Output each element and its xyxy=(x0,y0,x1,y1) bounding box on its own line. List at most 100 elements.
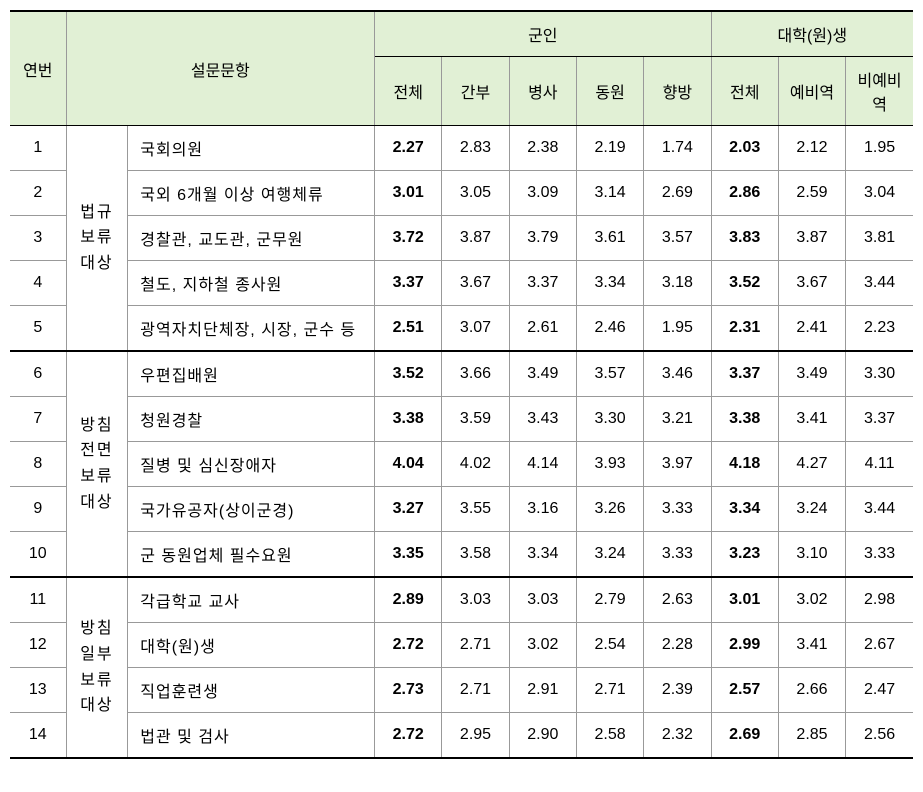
value-cell: 2.19 xyxy=(576,126,643,171)
value-cell: 2.72 xyxy=(375,713,442,759)
value-cell: 2.32 xyxy=(644,713,711,759)
value-cell: 3.37 xyxy=(375,261,442,306)
value-cell: 3.04 xyxy=(846,171,913,216)
row-number: 2 xyxy=(10,171,66,216)
value-cell: 3.30 xyxy=(576,397,643,442)
value-cell: 2.51 xyxy=(375,306,442,352)
value-cell: 3.33 xyxy=(644,487,711,532)
value-cell: 3.23 xyxy=(711,532,778,578)
value-cell: 4.11 xyxy=(846,442,913,487)
value-cell: 3.79 xyxy=(509,216,576,261)
survey-item: 군 동원업체 필수요원 xyxy=(128,532,375,578)
value-cell: 3.93 xyxy=(576,442,643,487)
value-cell: 3.35 xyxy=(375,532,442,578)
value-cell: 3.07 xyxy=(442,306,509,352)
survey-item: 국가유공자(상이군경) xyxy=(128,487,375,532)
value-cell: 3.46 xyxy=(644,351,711,397)
value-cell: 2.28 xyxy=(644,623,711,668)
category-label: 방침 전면 보류 대상 xyxy=(66,351,128,577)
value-cell: 3.83 xyxy=(711,216,778,261)
value-cell: 2.59 xyxy=(778,171,845,216)
value-cell: 3.72 xyxy=(375,216,442,261)
value-cell: 3.49 xyxy=(509,351,576,397)
table-row: 6방침 전면 보류 대상우편집배원3.523.663.493.573.463.3… xyxy=(10,351,913,397)
value-cell: 2.23 xyxy=(846,306,913,352)
survey-item: 국회의원 xyxy=(128,126,375,171)
value-cell: 3.61 xyxy=(576,216,643,261)
table-row: 7청원경찰3.383.593.433.303.213.383.413.37 xyxy=(10,397,913,442)
table-row: 8질병 및 심신장애자4.044.024.143.933.974.184.274… xyxy=(10,442,913,487)
header-sub-total2: 전체 xyxy=(711,57,778,126)
value-cell: 2.98 xyxy=(846,577,913,623)
survey-item: 철도, 지하철 종사원 xyxy=(128,261,375,306)
header-sub-local: 향방 xyxy=(644,57,711,126)
survey-item: 대학(원)생 xyxy=(128,623,375,668)
table-row: 12대학(원)생2.722.713.022.542.282.993.412.67 xyxy=(10,623,913,668)
value-cell: 3.30 xyxy=(846,351,913,397)
value-cell: 2.54 xyxy=(576,623,643,668)
value-cell: 2.90 xyxy=(509,713,576,759)
value-cell: 2.69 xyxy=(711,713,778,759)
value-cell: 2.91 xyxy=(509,668,576,713)
table-body: 1법규 보류 대상국회의원2.272.832.382.191.742.032.1… xyxy=(10,126,913,759)
value-cell: 3.55 xyxy=(442,487,509,532)
value-cell: 2.86 xyxy=(711,171,778,216)
value-cell: 3.33 xyxy=(644,532,711,578)
value-cell: 3.01 xyxy=(375,171,442,216)
value-cell: 3.05 xyxy=(442,171,509,216)
survey-item: 법관 및 검사 xyxy=(128,713,375,759)
value-cell: 3.03 xyxy=(509,577,576,623)
table-row: 10군 동원업체 필수요원3.353.583.343.243.333.233.1… xyxy=(10,532,913,578)
survey-item: 우편집배원 xyxy=(128,351,375,397)
value-cell: 2.63 xyxy=(644,577,711,623)
header-sub-nonreserve: 비예비역 xyxy=(846,57,913,126)
value-cell: 3.67 xyxy=(778,261,845,306)
header-sub-reserve: 예비역 xyxy=(778,57,845,126)
table-row: 1법규 보류 대상국회의원2.272.832.382.191.742.032.1… xyxy=(10,126,913,171)
table-row: 5광역자치단체장, 시장, 군수 등2.513.072.612.461.952.… xyxy=(10,306,913,352)
value-cell: 3.97 xyxy=(644,442,711,487)
survey-item: 질병 및 심신장애자 xyxy=(128,442,375,487)
category-label: 법규 보류 대상 xyxy=(66,126,128,352)
value-cell: 3.41 xyxy=(778,397,845,442)
value-cell: 3.21 xyxy=(644,397,711,442)
row-number: 6 xyxy=(10,351,66,397)
table-row: 2국외 6개월 이상 여행체류3.013.053.093.142.692.862… xyxy=(10,171,913,216)
value-cell: 3.34 xyxy=(576,261,643,306)
value-cell: 3.59 xyxy=(442,397,509,442)
value-cell: 2.95 xyxy=(442,713,509,759)
table-row: 3경찰관, 교도관, 군무원3.723.873.793.613.573.833.… xyxy=(10,216,913,261)
value-cell: 3.43 xyxy=(509,397,576,442)
value-cell: 4.14 xyxy=(509,442,576,487)
value-cell: 1.95 xyxy=(644,306,711,352)
header-group-soldier: 군인 xyxy=(375,11,712,57)
header-sub-mobilize: 동원 xyxy=(576,57,643,126)
value-cell: 3.41 xyxy=(778,623,845,668)
value-cell: 2.79 xyxy=(576,577,643,623)
value-cell: 3.44 xyxy=(846,487,913,532)
value-cell: 3.37 xyxy=(711,351,778,397)
value-cell: 4.18 xyxy=(711,442,778,487)
value-cell: 3.58 xyxy=(442,532,509,578)
table-row: 11방침 일부 보류 대상각급학교 교사2.893.033.032.792.63… xyxy=(10,577,913,623)
survey-item: 직업훈련생 xyxy=(128,668,375,713)
value-cell: 3.67 xyxy=(442,261,509,306)
value-cell: 3.57 xyxy=(576,351,643,397)
header-num: 연번 xyxy=(10,11,66,126)
row-number: 7 xyxy=(10,397,66,442)
value-cell: 2.03 xyxy=(711,126,778,171)
value-cell: 2.27 xyxy=(375,126,442,171)
value-cell: 3.27 xyxy=(375,487,442,532)
category-label: 방침 일부 보류 대상 xyxy=(66,577,128,758)
survey-item: 국외 6개월 이상 여행체류 xyxy=(128,171,375,216)
value-cell: 2.57 xyxy=(711,668,778,713)
value-cell: 3.02 xyxy=(778,577,845,623)
value-cell: 3.44 xyxy=(846,261,913,306)
row-number: 12 xyxy=(10,623,66,668)
value-cell: 3.49 xyxy=(778,351,845,397)
value-cell: 1.74 xyxy=(644,126,711,171)
row-number: 1 xyxy=(10,126,66,171)
value-cell: 3.01 xyxy=(711,577,778,623)
value-cell: 2.71 xyxy=(576,668,643,713)
value-cell: 3.37 xyxy=(509,261,576,306)
